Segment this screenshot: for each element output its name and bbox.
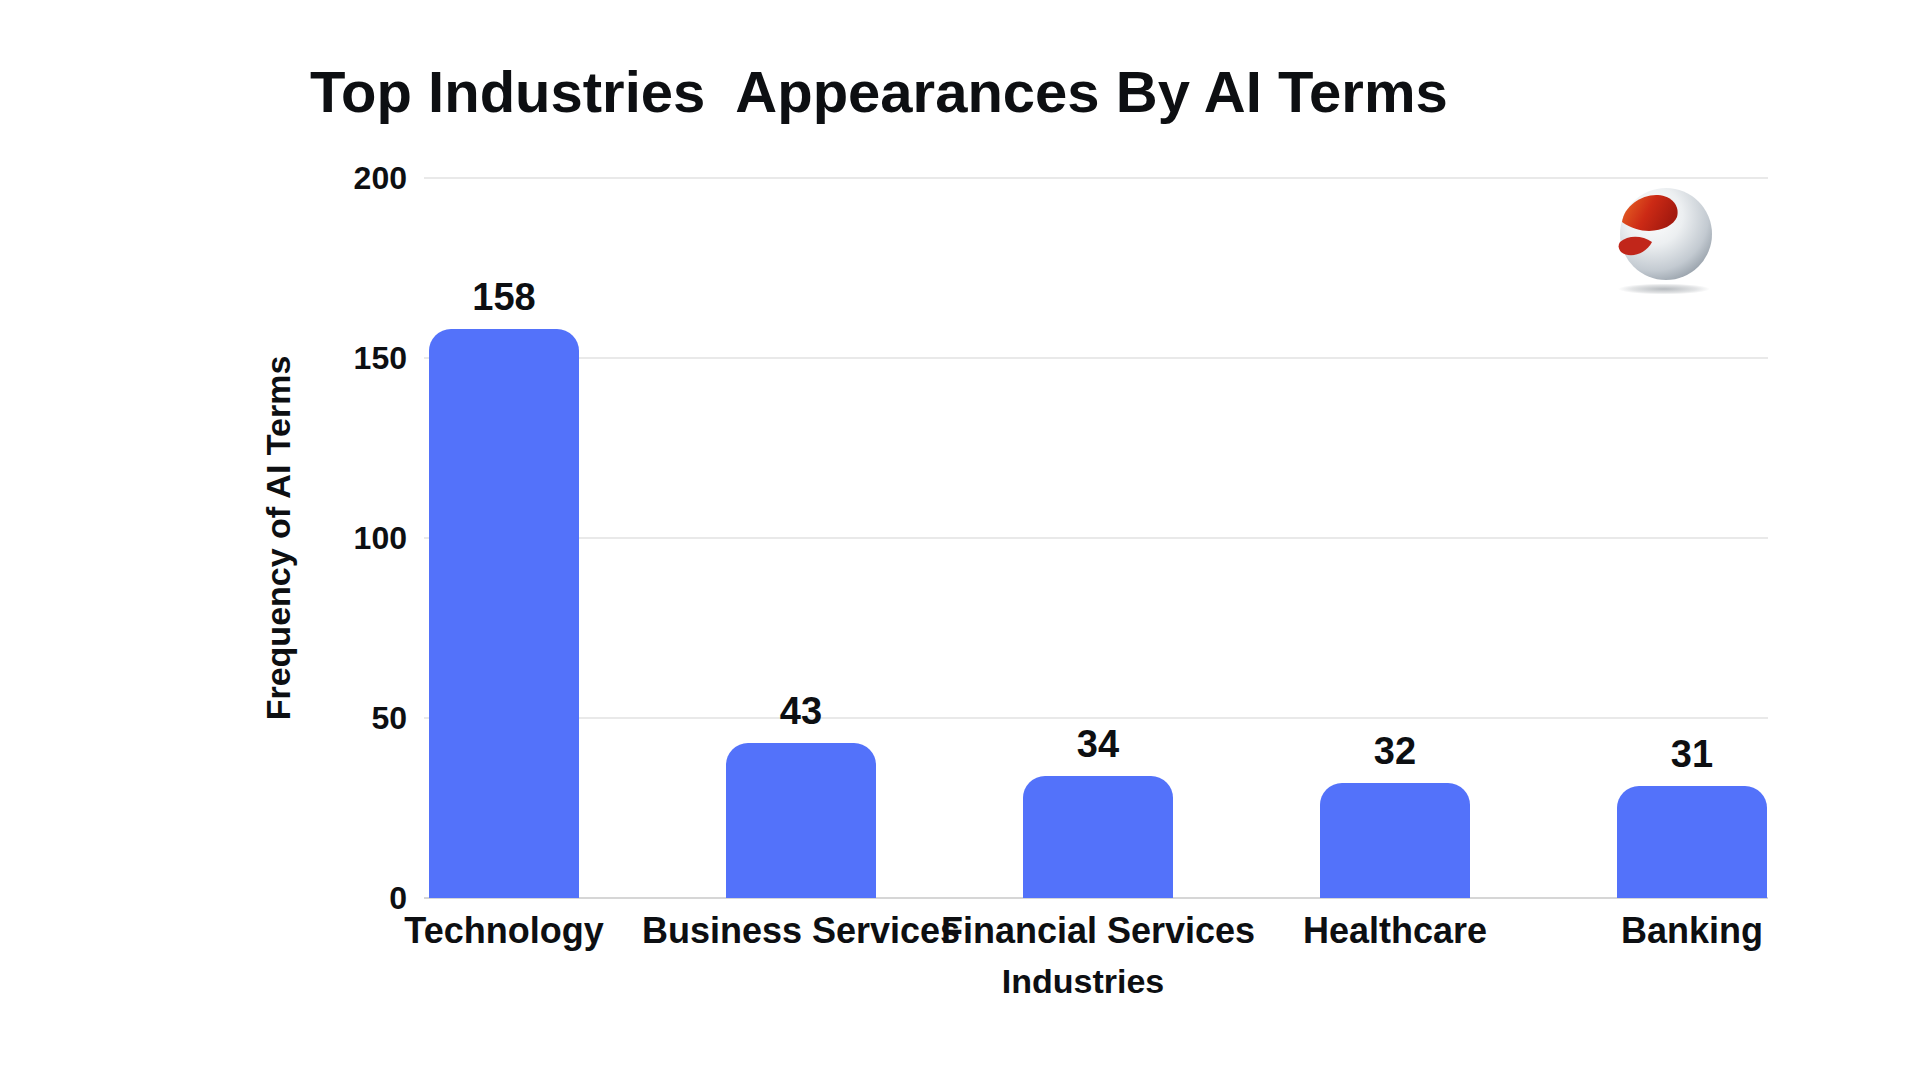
bar-value-label: 158 [329, 276, 679, 319]
bar-business-services [726, 743, 876, 898]
x-axis-title: Industries [1002, 962, 1164, 1001]
bar-group: 34Financial Services [1023, 178, 1173, 898]
x-tick-label: Banking [1507, 910, 1877, 952]
bar-group: 32Healthcare [1320, 178, 1470, 898]
bar-healthcare [1320, 783, 1470, 898]
bar-group: 43Business Services [726, 178, 876, 898]
bar-group: 158Technology [429, 178, 579, 898]
y-tick-label: 150 [247, 339, 407, 377]
chart-canvas: Top Industries Appearances By AI Terms [0, 0, 1920, 1080]
y-tick-label: 50 [247, 699, 407, 737]
bar-technology [429, 329, 579, 898]
y-tick-label: 200 [247, 159, 407, 197]
bar-value-label: 31 [1517, 733, 1867, 776]
plot-area: 158Technology 43Business Services 34Financ… [424, 178, 1768, 898]
bar-financial-services [1023, 776, 1173, 898]
bar-group: 31Banking [1617, 178, 1767, 898]
chart-title: Top Industries Appearances By AI Terms [310, 60, 1448, 124]
bar-banking [1617, 786, 1767, 898]
y-tick-label: 100 [247, 519, 407, 557]
y-tick-label: 0 [247, 879, 407, 917]
